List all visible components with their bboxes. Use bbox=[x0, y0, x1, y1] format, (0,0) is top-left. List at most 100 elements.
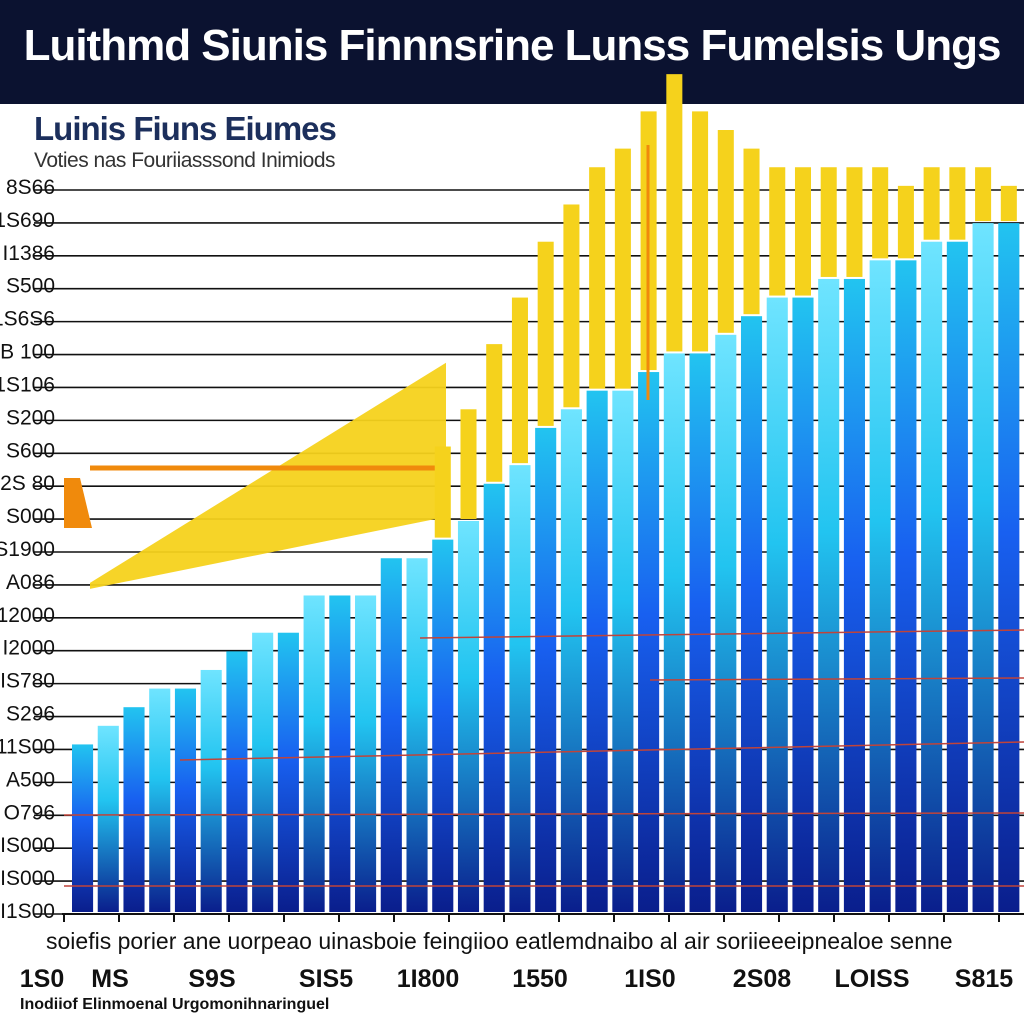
chart-title: Luinis Fiuns Eiumes bbox=[34, 110, 337, 147]
group-label: 1S0 bbox=[19, 965, 65, 993]
group-label: 1IS0 bbox=[624, 965, 676, 993]
bar-blue bbox=[432, 539, 454, 912]
bar-blue bbox=[200, 669, 222, 912]
y-tick-label: I2000 bbox=[2, 637, 55, 660]
trend-line bbox=[63, 812, 1024, 816]
y-tick-label: 1S6S6 bbox=[0, 308, 55, 331]
bar-blue bbox=[72, 744, 94, 912]
y-tick-label: B 100 bbox=[0, 341, 55, 364]
bar-yellow bbox=[975, 167, 992, 222]
bar-yellow bbox=[794, 167, 811, 296]
y-tick-label: S000 bbox=[6, 505, 55, 528]
y-tick-label: I1386 bbox=[2, 242, 55, 265]
bar-yellow bbox=[872, 167, 889, 259]
bar-yellow bbox=[589, 167, 606, 389]
y-tick-label: A500 bbox=[6, 768, 55, 791]
bar-blue bbox=[612, 390, 634, 913]
area-wedge bbox=[90, 362, 446, 589]
y-tick-label: 1S106 bbox=[0, 373, 55, 396]
y-tick-label: S600 bbox=[6, 439, 55, 462]
bar-yellow bbox=[666, 74, 683, 352]
y-tick-label: A086 bbox=[6, 571, 55, 594]
bar-blue bbox=[946, 241, 968, 912]
bar-blue bbox=[740, 316, 763, 912]
trend-line bbox=[649, 677, 1024, 681]
bar-yellow bbox=[692, 111, 709, 352]
category-labels: soiefis porier ane uorpeao uinasboie fei… bbox=[46, 928, 953, 954]
footnote: Inodiiof Elinmoenal Urgomonihnaringuel bbox=[20, 996, 330, 1013]
bar-blue bbox=[535, 427, 557, 912]
group-label: SIS5 bbox=[298, 965, 354, 993]
bar-yellow bbox=[897, 185, 914, 259]
y-tick-label: O796 bbox=[4, 801, 55, 824]
bar-blue bbox=[406, 558, 428, 912]
y-tick-label: IS780 bbox=[0, 670, 55, 693]
bar-blue bbox=[457, 521, 480, 912]
bar-yellow bbox=[563, 204, 580, 408]
bar-blue bbox=[638, 372, 660, 912]
bar-blue bbox=[329, 595, 351, 912]
group-label: MS bbox=[91, 965, 129, 993]
bar-yellow bbox=[434, 446, 451, 538]
y-tick-label: 12000 bbox=[0, 604, 55, 627]
group-labels: 1S0 MS S9S SIS5 1I800 1550 1IS0 2S08 LOISS S815 bbox=[0, 965, 1024, 997]
bar-blue bbox=[380, 558, 402, 912]
bar-blue bbox=[792, 297, 814, 913]
bar-blue bbox=[972, 223, 994, 913]
y-tick-label: 2S 80 bbox=[0, 472, 55, 495]
bar-yellow bbox=[460, 409, 477, 519]
y-tick-label: 11S00 bbox=[0, 735, 55, 758]
bar-blue bbox=[843, 278, 865, 912]
bar-blue bbox=[277, 632, 299, 912]
trend-line bbox=[179, 741, 1024, 761]
bar-blue bbox=[226, 651, 248, 912]
bar-yellow bbox=[717, 130, 734, 333]
y-tick-label: S1900 bbox=[0, 538, 55, 561]
bar-blue bbox=[586, 390, 608, 913]
bar-blue bbox=[689, 353, 711, 912]
y-tick-label: I1S00 bbox=[0, 900, 55, 923]
bar-blue bbox=[123, 707, 145, 912]
bar-yellow bbox=[486, 344, 503, 482]
group-label: 1I800 bbox=[396, 965, 460, 993]
y-tick-label: S296 bbox=[6, 703, 55, 726]
bar-blue bbox=[869, 260, 891, 912]
bar-blue bbox=[663, 353, 685, 912]
bar-yellow bbox=[511, 297, 528, 464]
group-label: S9S bbox=[188, 965, 236, 993]
bar-blue bbox=[252, 632, 274, 912]
banner-title: Luithmd Siunis Finnnsrine Lunss Fumelsis… bbox=[23, 21, 1002, 70]
y-tick-label: 1S690 bbox=[0, 209, 55, 232]
bar-blue bbox=[483, 483, 505, 912]
orange-marker bbox=[64, 478, 92, 528]
bar-blue bbox=[715, 334, 737, 912]
group-label: 1550 bbox=[512, 965, 568, 993]
bar-yellow bbox=[537, 241, 554, 426]
bar-blue bbox=[895, 260, 917, 912]
group-label: S815 bbox=[954, 965, 1014, 993]
bar-yellow bbox=[820, 167, 837, 277]
trend-line bbox=[419, 629, 1024, 639]
y-tick-label: 8S66 bbox=[6, 176, 55, 199]
title-banner: Luithmd Siunis Finnnsrine Lunss Fumelsis… bbox=[0, 0, 1024, 104]
y-tick-label: I S500 bbox=[0, 275, 55, 298]
bar-yellow bbox=[846, 167, 863, 277]
bar-yellow bbox=[769, 167, 786, 296]
bar-blue bbox=[97, 725, 119, 912]
bar-blue bbox=[149, 688, 171, 912]
y-tick-label: IS000 bbox=[0, 867, 55, 890]
bar-yellow bbox=[1000, 185, 1017, 222]
bar-blue bbox=[355, 595, 377, 912]
bar-yellow bbox=[949, 167, 966, 240]
bar-blue bbox=[766, 297, 788, 913]
bar-yellow bbox=[743, 148, 760, 315]
group-label: 2S08 bbox=[732, 965, 792, 993]
bar-yellow bbox=[923, 167, 940, 240]
bar-blue bbox=[560, 409, 582, 912]
bar-blue bbox=[998, 223, 1020, 913]
bar-blue bbox=[921, 241, 943, 912]
bar-blue bbox=[303, 595, 325, 912]
bar-yellow bbox=[614, 148, 631, 389]
y-tick-label: S200 bbox=[6, 406, 55, 429]
